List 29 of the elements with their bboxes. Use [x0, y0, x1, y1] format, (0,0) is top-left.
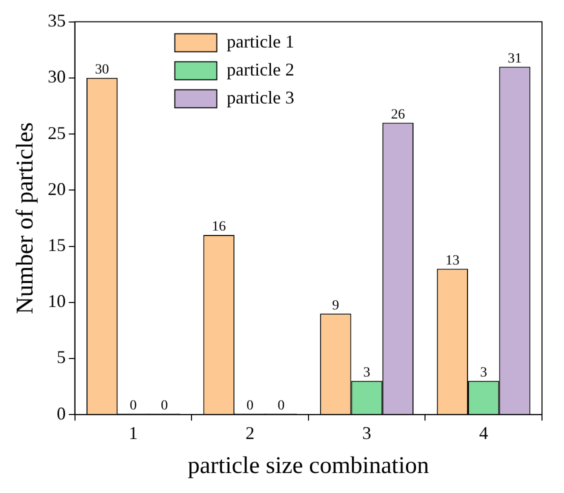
y-tick-label: 0 [56, 403, 66, 424]
data-label: 30 [95, 62, 110, 78]
y-tick-label: 35 [48, 10, 66, 31]
y-tick-label: 10 [48, 291, 66, 312]
data-label: 0 [130, 398, 137, 414]
data-label: 26 [390, 107, 405, 122]
legend-label: particle 1 [226, 32, 294, 52]
x-tick-label: 4 [479, 423, 488, 444]
data-label: 3 [480, 366, 488, 381]
data-label: 31 [508, 51, 522, 66]
data-label: 0 [246, 398, 254, 414]
y-tick-label: 15 [48, 234, 66, 255]
y-tick-label: 25 [48, 122, 66, 143]
y-tick-label: 20 [48, 178, 66, 199]
data-label: 3 [363, 366, 370, 381]
x-tick-label: 1 [128, 423, 138, 444]
y-tick-label: 30 [48, 66, 66, 87]
data-label: 0 [278, 398, 285, 414]
data-label: 9 [332, 298, 340, 314]
x-tick-label: 2 [246, 423, 254, 444]
data-label: 0 [160, 398, 168, 414]
x-tick-label: 3 [362, 423, 372, 444]
legend-label: particle 3 [226, 88, 294, 108]
legend-label: particle 2 [226, 60, 294, 80]
data-label: 16 [212, 220, 226, 235]
y-tick-label: 5 [56, 347, 66, 368]
x-axis-title: particle size combination [188, 452, 430, 479]
y-axis-title: Number of particles [12, 122, 39, 314]
data-label: 13 [445, 253, 460, 268]
